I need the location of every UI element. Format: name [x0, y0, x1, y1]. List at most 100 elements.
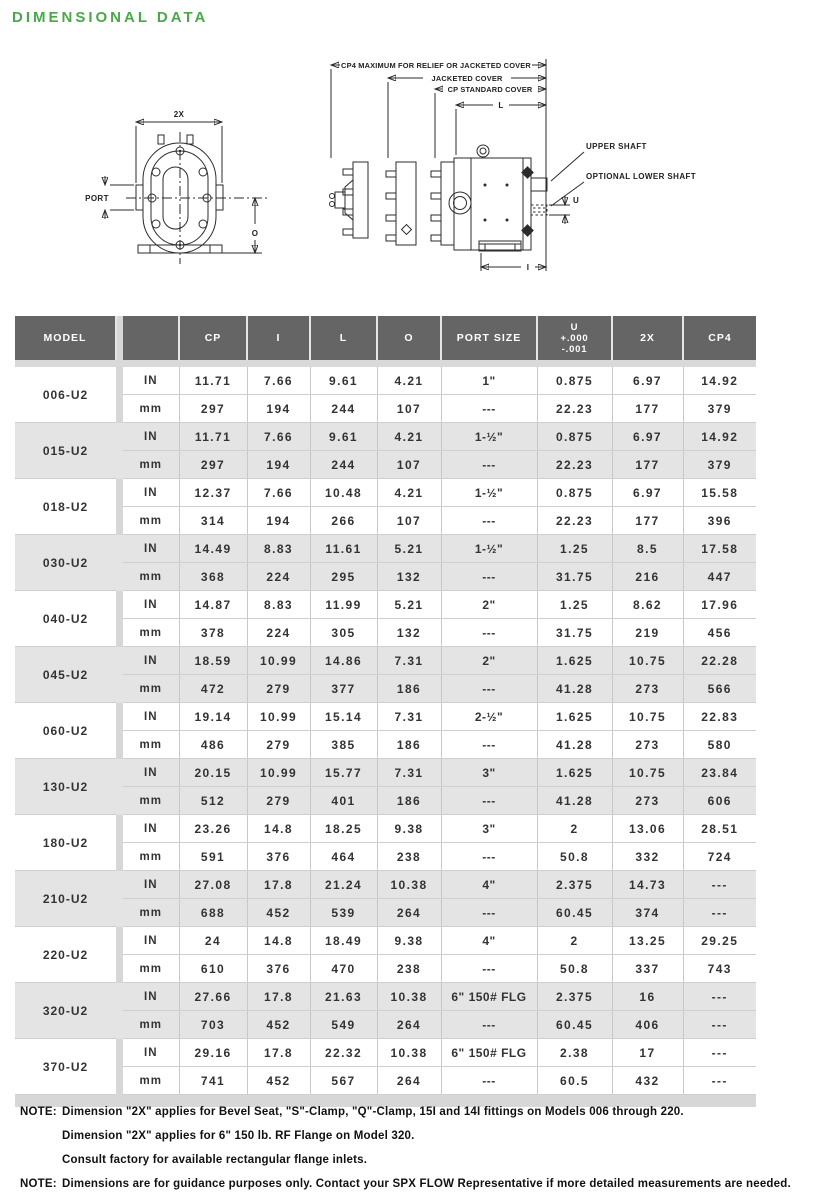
value-cell: 10.99 [246, 702, 310, 731]
table-row: 060-U2 IN 19.14 10.99 15.14 7.31 2-½" 1.625 10.7… [15, 702, 756, 759]
value-cell: 18.59 [178, 646, 247, 675]
value-cell: 11.61 [309, 534, 377, 563]
value-cell: 23.26 [178, 814, 247, 843]
value-cell: 19.14 [178, 702, 247, 731]
value-cell: --- [440, 954, 537, 983]
unit-cell: mm [123, 450, 179, 479]
value-cell: --- [440, 394, 537, 423]
value-cell: 31.75 [536, 562, 612, 591]
value-cell: 539 [309, 898, 377, 927]
value-cell: 3" [440, 758, 537, 787]
value-cell: 264 [376, 1066, 441, 1095]
value-cell: 194 [246, 506, 310, 535]
value-cell: 22.83 [682, 702, 756, 731]
spacer-cell [116, 422, 123, 479]
value-cell: 2 [536, 814, 612, 843]
note-text: Dimension "2X" applies for 6" 150 lb. RF… [62, 1130, 415, 1142]
value-cell: 273 [611, 674, 683, 703]
table-row: mm 703 452 549 264 --- 60.45 406 --- [15, 1010, 756, 1039]
value-cell: 2" [440, 590, 537, 619]
value-cell: 10.75 [611, 646, 683, 675]
note-prefix: NOTE: [20, 1178, 57, 1190]
value-cell: 452 [246, 1010, 310, 1039]
value-cell: 591 [178, 842, 247, 871]
spacer-cell [116, 982, 123, 1039]
unit-cell: mm [123, 730, 179, 759]
model-cell: 018-U2 [15, 478, 116, 535]
value-cell: 295 [309, 562, 377, 591]
value-cell: 379 [682, 394, 756, 423]
value-cell: 297 [178, 394, 247, 423]
model-cell: 320-U2 [15, 982, 116, 1039]
value-cell: 279 [246, 674, 310, 703]
table-row: mm 512 279 401 186 --- 41.28 273 606 [15, 786, 756, 815]
value-cell: 17.96 [682, 590, 756, 619]
value-cell: 16 [611, 982, 683, 1011]
value-cell: 432 [611, 1066, 683, 1095]
value-cell: 385 [309, 730, 377, 759]
model-cell: 210-U2 [15, 870, 116, 927]
note-text: Dimensions are for guidance purposes onl… [62, 1178, 791, 1190]
table-header-row: MODEL CP I L O PORT SIZE U +.000 -.001 2… [15, 316, 756, 360]
value-cell: 107 [376, 450, 441, 479]
value-cell: 10.75 [611, 702, 683, 731]
dim-label-cp4: CP4 MAXIMUM FOR RELIEF OR JACKETED COVER [341, 61, 531, 70]
value-cell: 606 [682, 786, 756, 815]
value-cell: 28.51 [682, 814, 756, 843]
value-cell: 1-½" [440, 534, 537, 563]
value-cell: 41.28 [536, 730, 612, 759]
value-cell: 60.45 [536, 898, 612, 927]
value-cell: 14.87 [178, 590, 247, 619]
value-cell: 743 [682, 954, 756, 983]
value-cell: 31.75 [536, 618, 612, 647]
value-cell: 29.25 [682, 926, 756, 955]
model-cell: 006-U2 [15, 367, 116, 423]
label-upper-shaft: UPPER SHAFT [586, 142, 647, 151]
value-cell: 470 [309, 954, 377, 983]
value-cell: 7.31 [376, 646, 441, 675]
value-cell: 8.62 [611, 590, 683, 619]
value-cell: 224 [246, 562, 310, 591]
model-cell: 015-U2 [15, 422, 116, 479]
value-cell: 1.625 [536, 646, 612, 675]
model-cell: 370-U2 [15, 1038, 116, 1095]
value-cell: 132 [376, 562, 441, 591]
table-row: 320-U2 IN 27.66 17.8 21.63 10.38 6" 150# FLG 2.… [15, 982, 756, 1039]
note-text: Consult factory for available rectangula… [62, 1154, 368, 1166]
value-cell: 406 [611, 1010, 683, 1039]
value-cell: 368 [178, 562, 247, 591]
value-cell: 219 [611, 618, 683, 647]
unit-cell: IN [123, 758, 179, 787]
value-cell: 741 [178, 1066, 247, 1095]
dim-label-cp-standard-cover: CP STANDARD COVER [448, 85, 533, 94]
value-cell: --- [440, 842, 537, 871]
value-cell: 6" 150# FLG [440, 982, 537, 1011]
value-cell: 9.61 [309, 367, 377, 395]
value-cell: 13.06 [611, 814, 683, 843]
value-cell: --- [440, 674, 537, 703]
value-cell: --- [682, 1010, 756, 1039]
spacer-cell [116, 534, 123, 591]
value-cell: 15.77 [309, 758, 377, 787]
value-cell: --- [440, 562, 537, 591]
value-cell: 567 [309, 1066, 377, 1095]
value-cell: 3" [440, 814, 537, 843]
value-cell: 24 [178, 926, 247, 955]
value-cell: 2 [536, 926, 612, 955]
value-cell: 13.25 [611, 926, 683, 955]
value-cell: 10.99 [246, 646, 310, 675]
unit-cell: mm [123, 1066, 179, 1095]
value-cell: 186 [376, 674, 441, 703]
value-cell: --- [682, 982, 756, 1011]
value-cell: 332 [611, 842, 683, 871]
table-row: mm 472 279 377 186 --- 41.28 273 566 [15, 674, 756, 703]
value-cell: 2.375 [536, 870, 612, 899]
value-cell: 17.8 [246, 982, 310, 1011]
unit-cell: IN [123, 534, 179, 563]
value-cell: 186 [376, 786, 441, 815]
value-cell: 60.45 [536, 1010, 612, 1039]
value-cell: 4.21 [376, 478, 441, 507]
note-line: Consult factory for available rectangula… [20, 1148, 812, 1172]
value-cell: 177 [611, 394, 683, 423]
spacer-cell [116, 702, 123, 759]
